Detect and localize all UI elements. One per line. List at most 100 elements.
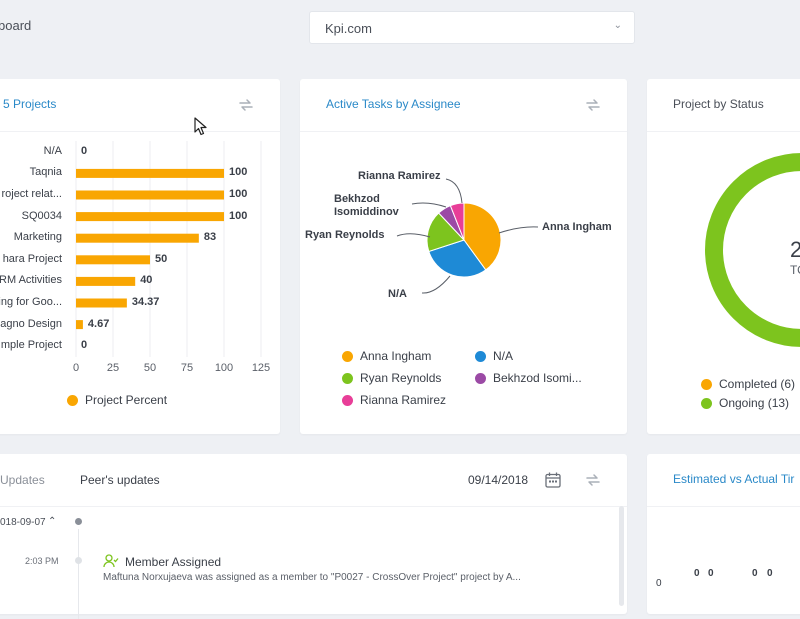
callout-anna-ingham: Anna Ingham xyxy=(542,221,612,233)
callout-line xyxy=(396,233,431,238)
legend-label: Ongoing (13) xyxy=(719,396,790,410)
card-header: Active Tasks by Assignee xyxy=(300,79,627,132)
category-label: Taqnia xyxy=(29,166,62,179)
callout-line xyxy=(498,226,539,234)
category-label: Marketing xyxy=(13,231,62,244)
legend-ryan-reynolds[interactable]: Ryan Reynolds xyxy=(342,371,441,385)
category-label: SQ0034 xyxy=(21,209,62,222)
legend-label: N/A xyxy=(493,349,514,363)
x-tick-label: 75 xyxy=(180,362,194,374)
x-tick-label: 0 xyxy=(72,362,80,374)
card-title: 5 Projects xyxy=(3,97,57,111)
refresh-icon[interactable] xyxy=(584,471,602,489)
scrollbar[interactable] xyxy=(619,506,624,606)
legend-dot xyxy=(475,373,486,385)
project-select[interactable]: Kpi.com ⌄ xyxy=(309,11,635,44)
mouse-cursor-icon xyxy=(194,117,207,136)
card-title: Active Tasks by Assignee xyxy=(326,97,461,111)
legend-anna-ingham[interactable]: Anna Ingham xyxy=(342,349,431,363)
legend-dot xyxy=(342,351,353,363)
legend-label: Ryan Reynolds xyxy=(360,371,442,385)
x-tick-label: 125 xyxy=(251,362,271,374)
event-time: 2:03 PM xyxy=(25,556,59,566)
legend-dot xyxy=(701,398,712,410)
breadcrumb[interactable]: board xyxy=(0,18,32,33)
bar-value-label: 83 xyxy=(203,231,217,244)
bar-value-label: 50 xyxy=(155,252,168,265)
date-filter[interactable]: 09/14/2018 xyxy=(468,473,529,487)
bar[interactable] xyxy=(76,212,224,222)
callout-ryan-reynolds: Ryan Reynolds xyxy=(305,229,385,241)
project-select-value: Kpi.com xyxy=(325,21,372,36)
tab-peers-updates[interactable]: Peer's updates xyxy=(80,473,160,487)
legend-label: Bekhzod Isomi... xyxy=(493,371,582,385)
pie-slice[interactable] xyxy=(449,202,465,241)
bar[interactable] xyxy=(76,190,224,200)
callout-line xyxy=(411,202,447,208)
callout-na: N/A xyxy=(388,288,407,300)
y-axis-zero: 0 xyxy=(656,578,662,589)
top-projects-card: 5 Projects 0 25 50 75 100 125 N/A 0 Taqnia 100 roj… xyxy=(0,79,280,434)
category-label: roject relat... xyxy=(1,188,62,200)
card-header: Updates Peer's updates 09/14/2018 xyxy=(0,454,627,507)
legend-completed[interactable]: Completed (6) xyxy=(701,377,795,391)
card-header: Estimated vs Actual Tir xyxy=(647,454,800,507)
category-label: mple Project xyxy=(0,339,62,352)
bar[interactable] xyxy=(76,233,199,243)
bar-value-label: 4.67 xyxy=(87,317,110,330)
bar[interactable] xyxy=(76,276,136,286)
category-label: hara Project xyxy=(2,252,62,265)
bar-value: 0 xyxy=(708,568,714,579)
bar[interactable] xyxy=(76,320,83,330)
timeline-group-date: 018-09-07 xyxy=(0,517,46,528)
timeline-dot xyxy=(75,518,82,525)
bar-value-label: 40 xyxy=(140,274,153,287)
x-tick-label: 100 xyxy=(214,362,234,374)
legend-dot xyxy=(475,351,486,363)
legend-ongoing[interactable]: Ongoing (13) xyxy=(701,396,789,410)
callout-line xyxy=(421,275,451,294)
updates-card: Updates Peer's updates 09/14/2018 018-09… xyxy=(0,454,627,619)
category-label: N/A xyxy=(43,144,62,157)
legend-label: Completed (6) xyxy=(719,377,796,391)
bar-value: 0 xyxy=(694,568,700,579)
calendar-icon[interactable] xyxy=(544,471,562,489)
bar[interactable] xyxy=(76,168,224,178)
bar-value: 0 xyxy=(767,568,773,579)
card-title: Estimated vs Actual Tir xyxy=(673,472,795,486)
pie-slice[interactable] xyxy=(426,212,465,253)
bar-value-label: 100 xyxy=(229,188,248,200)
callout-line xyxy=(445,178,463,204)
bar-value-label: 0 xyxy=(81,339,88,352)
donut-segment-ongoing[interactable] xyxy=(705,153,800,347)
bar-value-label: 100 xyxy=(229,166,248,179)
estimated-vs-actual-card: Estimated vs Actual Tir 0 0 0 0 0 xyxy=(647,454,800,614)
category-label: ing for Goo... xyxy=(0,296,62,308)
bar-value: 0 xyxy=(752,568,758,579)
legend-rianna-ramirez[interactable]: Rianna Ramirez xyxy=(342,393,446,407)
bar[interactable] xyxy=(76,298,127,308)
collapse-caret-icon[interactable]: ⌃ xyxy=(48,516,57,527)
bar[interactable] xyxy=(76,255,150,265)
category-label: RM Activities xyxy=(0,274,62,287)
callout-bekhzod-line2: Isomiddinov xyxy=(334,206,399,218)
bar-value-label: 34.37 xyxy=(131,296,160,308)
legend-bekhzod[interactable]: Bekhzod Isomi... xyxy=(475,371,582,385)
callout-bekhzod-line1: Bekhzod xyxy=(334,193,380,205)
bar-value-label: 100 xyxy=(229,209,248,222)
user-assigned-icon xyxy=(103,554,119,568)
donut-total-label: TO xyxy=(790,263,800,277)
refresh-icon[interactable] xyxy=(237,96,255,114)
legend-label: Anna Ingham xyxy=(360,349,432,363)
legend-project-percent[interactable]: Project Percent xyxy=(67,393,167,407)
pie-chart xyxy=(396,178,539,294)
callout-rianna-ramirez: Rianna Ramirez xyxy=(358,170,441,182)
card-header: Project by Status xyxy=(647,79,800,132)
legend-na[interactable]: N/A xyxy=(475,349,513,363)
refresh-icon[interactable] xyxy=(584,96,602,114)
active-tasks-card: Active Tasks by Assignee Anna Ingham N/A… xyxy=(300,79,627,434)
donut-chart xyxy=(705,153,800,347)
pie-slice[interactable] xyxy=(463,202,502,271)
pie-slice[interactable] xyxy=(428,239,487,278)
tab-updates[interactable]: Updates xyxy=(0,473,45,487)
